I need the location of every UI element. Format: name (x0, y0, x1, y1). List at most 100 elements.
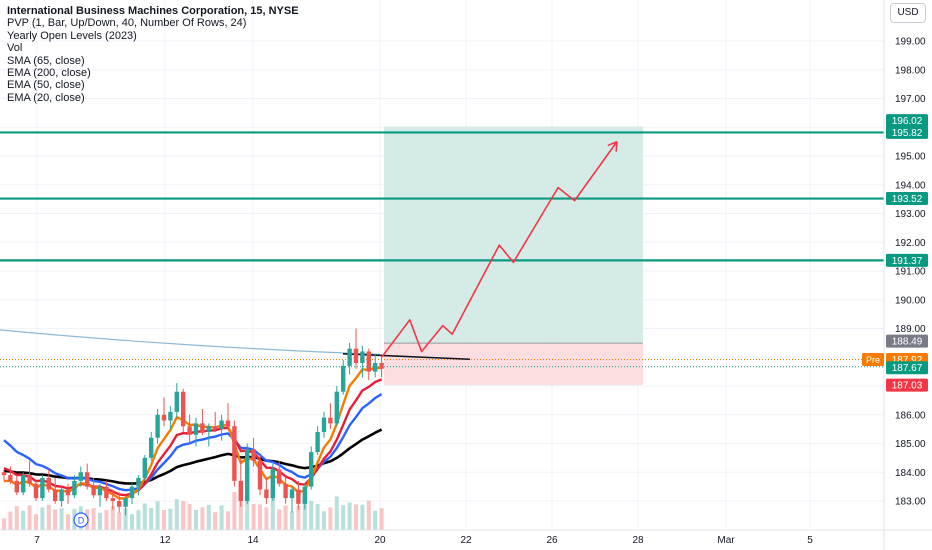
projected-path (380, 140, 618, 358)
position-zones (384, 126, 643, 386)
candle-body (200, 423, 205, 432)
y-tick-label: 192.00 (895, 238, 926, 249)
volume-bar (34, 514, 38, 530)
volume-bar (174, 499, 179, 530)
volume-bar (258, 504, 262, 530)
price-tag (886, 125, 928, 139)
volume-bar (2, 518, 6, 530)
candle-body (187, 426, 192, 435)
x-tick-label: 12 (159, 535, 171, 546)
candle-body (321, 417, 327, 432)
x-tick-label: 22 (460, 535, 472, 546)
candle-body (270, 469, 275, 499)
candle-body (193, 423, 199, 435)
candle-body (65, 489, 71, 496)
legend-line-yearly-open[interactable]: Yearly Open Levels (2023) (7, 29, 137, 42)
price-tag (886, 361, 928, 375)
volume-bar (213, 512, 218, 530)
candle-body (232, 426, 237, 481)
legend-line-ema50[interactable]: EMA (50, close) (7, 79, 85, 92)
price-tag-label: 196.02 (892, 116, 923, 127)
volume-bar (8, 511, 13, 530)
volume-bar (360, 504, 365, 530)
x-tick-label: 7 (34, 535, 40, 546)
volume-bar (373, 510, 378, 530)
candle-body (78, 472, 83, 481)
volume-bar (219, 505, 224, 530)
volume-bar (187, 504, 192, 530)
candle-body (283, 483, 288, 499)
legend-title: International Business Machines Corporat… (7, 5, 299, 17)
candle-body (277, 469, 282, 484)
y-tick-label: 186.00 (895, 410, 926, 421)
legend-line-ema200[interactable]: EMA (200, close) (7, 67, 91, 80)
candle-body (53, 489, 58, 501)
volume-bar (130, 514, 134, 530)
candle-body (353, 348, 359, 363)
volume-bar (104, 510, 109, 530)
arrow-head (607, 140, 618, 147)
candle-body (328, 417, 333, 424)
candle-body (296, 489, 301, 504)
x-tick-label: 28 (632, 535, 644, 546)
candle-body (341, 365, 346, 392)
y-tick-label: 198.00 (895, 65, 926, 76)
volume-bar (354, 504, 358, 530)
volume-bar (251, 504, 256, 530)
candle-body (264, 489, 269, 499)
volume-bar (379, 508, 384, 530)
volume-bar (270, 497, 275, 530)
projected-path (380, 141, 618, 358)
premarket-badge (862, 353, 884, 367)
ema50-line (3, 393, 383, 492)
price-tag (886, 192, 928, 206)
candle-body (85, 472, 90, 487)
candle-body (181, 391, 186, 427)
x-tick-label: 5 (807, 535, 813, 546)
x-tick-label: 26 (546, 535, 558, 546)
y-tick-label: 193.00 (895, 209, 926, 220)
price-tags: 196.02195.82193.52191.37188.49187.92187.… (862, 114, 928, 392)
legend-line-pvp[interactable]: PVP (1, Bar, Up/Down, 40, Number Of Rows… (7, 17, 247, 30)
candle-body (309, 452, 314, 487)
candle-body (257, 460, 263, 490)
legend-line-sma65[interactable]: SMA (65, close) (7, 54, 85, 67)
dividend-marker-label: D (78, 516, 85, 526)
candle-body (238, 480, 243, 501)
volume-bar (14, 506, 19, 530)
currency-button[interactable]: USD (890, 3, 926, 23)
y-tick-label: 194.00 (895, 180, 926, 191)
y-tick-label: 191.00 (895, 267, 926, 278)
price-tag-label: 187.03 (892, 381, 923, 392)
candle-body (366, 351, 371, 372)
volume-bar (27, 505, 32, 530)
volume-bar (117, 512, 122, 530)
candle-body (289, 489, 295, 499)
candle-body (142, 457, 147, 478)
candle-body (8, 475, 13, 481)
candle-body (251, 449, 256, 461)
legend-line-vol[interactable]: Vol (7, 42, 23, 55)
candle-body (360, 351, 365, 363)
candle-body (168, 411, 173, 421)
volume-bar (162, 510, 166, 530)
legend-line-ema20[interactable]: EMA (20, close) (7, 91, 85, 104)
volume-bar (181, 501, 186, 530)
candle-body (33, 483, 39, 499)
volume-bar (232, 492, 237, 530)
volume-bar (66, 514, 70, 530)
volume-bar (277, 509, 282, 530)
chart-legend: International Business Machines Corporat… (7, 5, 299, 104)
volume-bar (315, 504, 320, 530)
volume-bar (366, 500, 371, 530)
candle-body (379, 363, 384, 369)
price-tag-label: 191.37 (892, 256, 923, 267)
candle-body (110, 498, 115, 501)
candle-body (40, 478, 45, 499)
arrow-head (615, 141, 618, 152)
price-tag (886, 253, 928, 267)
candle-body (245, 449, 250, 501)
volume-bar (302, 503, 307, 530)
candle-body (206, 426, 211, 432)
